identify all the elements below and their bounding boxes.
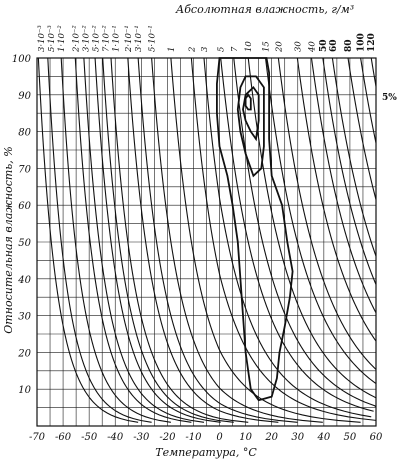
abs-humidity-curve bbox=[102, 58, 234, 423]
x-tick-label: 50 bbox=[344, 432, 357, 443]
y-axis-label: Относительная влажность, % bbox=[2, 146, 15, 333]
abs-humidity-label: 120 bbox=[367, 33, 377, 52]
x-tick-label: 20 bbox=[264, 432, 278, 443]
y-tick-label: 50 bbox=[18, 238, 31, 249]
abs-humidity-curve bbox=[151, 58, 323, 423]
y-tick-label: 100 bbox=[12, 54, 32, 65]
abs-humidity-curve bbox=[47, 58, 152, 423]
abs-humidity-curve bbox=[94, 58, 221, 423]
chart-title: Абсолютная влажность, г/м³ bbox=[175, 3, 354, 16]
humidity-contour bbox=[216, 57, 294, 402]
x-tick-label: -20 bbox=[159, 432, 176, 443]
humidity-contour bbox=[236, 75, 265, 178]
x-tick-label: 40 bbox=[316, 432, 330, 443]
abs-humidity-label: 2·10⁻² bbox=[71, 25, 81, 53]
abs-humidity-label: 80 bbox=[344, 39, 354, 52]
abs-humidity-label: 60 bbox=[329, 39, 339, 52]
grid bbox=[36, 57, 377, 427]
abs-humidity-curve bbox=[233, 58, 376, 408]
abs-humidity-curve bbox=[203, 58, 372, 418]
abs-humidity-label: 20 bbox=[274, 41, 284, 53]
abs-humidity-curve bbox=[310, 58, 376, 315]
abs-humidity-curve bbox=[127, 58, 279, 423]
y-tick-label: 60 bbox=[18, 201, 31, 212]
x-tick-label: 60 bbox=[370, 432, 383, 443]
absolute-humidity-curves bbox=[37, 58, 376, 423]
abs-humidity-curve bbox=[347, 58, 376, 202]
top-tick-labels: 3·10⁻³ 5·10⁻³ 1·10⁻² 2·10⁻² 3·10⁻² 5·10⁻² 7·10… bbox=[37, 25, 377, 53]
x-tick-labels: -70 -60 -50 -40 -30 -20 -10 0 10 20 30 40 50 60 bbox=[29, 432, 383, 443]
y-tick-label: 90 bbox=[18, 91, 31, 102]
abs-humidity-label: 1·10⁻¹ bbox=[111, 25, 121, 52]
abs-humidity-curve bbox=[60, 58, 171, 423]
abs-humidity-curve bbox=[264, 58, 376, 385]
side-label: 5% bbox=[382, 93, 397, 103]
abs-humidity-label: 5·10⁻³ bbox=[47, 25, 57, 52]
abs-humidity-curve bbox=[110, 58, 249, 423]
x-tick-label: 30 bbox=[291, 432, 304, 443]
abs-humidity-curve bbox=[331, 58, 376, 258]
y-tick-label: 80 bbox=[18, 128, 31, 139]
x-tick-label: 0 bbox=[216, 432, 223, 443]
abs-humidity-label: 3 bbox=[200, 47, 210, 52]
y-tick-label: 30 bbox=[18, 312, 31, 323]
x-tick-label: -60 bbox=[55, 432, 72, 443]
abs-humidity-label: 100 bbox=[357, 33, 367, 52]
plot-frame bbox=[36, 57, 377, 427]
x-tick-label: -70 bbox=[29, 432, 46, 443]
abs-humidity-label: 15 bbox=[262, 41, 272, 52]
abs-humidity-label: 3·10⁻¹ bbox=[134, 25, 144, 52]
x-tick-label: -30 bbox=[133, 432, 150, 443]
abs-humidity-label: 3·10⁻² bbox=[81, 25, 91, 52]
abs-humidity-label: 5·10⁻¹ bbox=[148, 25, 158, 52]
y-tick-labels: 10 20 30 40 50 60 70 80 90 100 bbox=[12, 54, 32, 396]
y-tick-label: 10 bbox=[18, 385, 31, 396]
abs-humidity-curve bbox=[190, 58, 376, 421]
abs-humidity-curve bbox=[247, 58, 376, 399]
abs-humidity-label: 7 bbox=[230, 46, 240, 52]
abs-humidity-label: 1·10⁻² bbox=[57, 25, 67, 52]
humidity-contour bbox=[244, 93, 252, 111]
abs-humidity-curve bbox=[360, 58, 376, 146]
abs-humidity-curve bbox=[37, 58, 139, 423]
abs-humidity-curve bbox=[277, 58, 376, 371]
abs-humidity-curve bbox=[137, 58, 298, 423]
x-tick-label: -50 bbox=[81, 432, 98, 443]
abs-humidity-label: 3·10⁻³ bbox=[37, 25, 47, 52]
y-tick-label: 40 bbox=[17, 275, 31, 286]
y-tick-label: 70 bbox=[18, 164, 31, 175]
x-tick-label: -40 bbox=[107, 432, 124, 443]
abs-humidity-label: 2·10⁻¹ bbox=[124, 25, 134, 53]
abs-humidity-label: 7·10⁻² bbox=[101, 25, 111, 52]
abs-humidity-label: 30 bbox=[293, 41, 303, 52]
humidity-contours bbox=[216, 57, 294, 402]
abs-humidity-curve bbox=[296, 58, 376, 343]
abs-humidity-curve bbox=[74, 58, 192, 423]
abs-humidity-label: 2 bbox=[187, 47, 197, 53]
x-tick-label: -10 bbox=[185, 432, 202, 443]
abs-humidity-curve bbox=[83, 58, 205, 423]
humidity-contour bbox=[242, 86, 260, 142]
abs-humidity-curve bbox=[322, 58, 376, 286]
abs-humidity-label: 1 bbox=[167, 47, 177, 52]
x-tick-label: 10 bbox=[239, 432, 252, 443]
abs-humidity-curve bbox=[220, 58, 374, 412]
abs-humidity-curve bbox=[170, 58, 361, 423]
x-axis-label: Температура, °С bbox=[155, 446, 257, 459]
abs-humidity-label: 10 bbox=[244, 41, 254, 52]
abs-humidity-label: 40 bbox=[308, 41, 318, 53]
y-tick-label: 20 bbox=[17, 348, 31, 359]
abs-humidity-label: 5 bbox=[217, 47, 227, 52]
abs-humidity-label: 5·10⁻² bbox=[91, 25, 101, 52]
abs-humidity-label: 50 bbox=[319, 39, 329, 52]
